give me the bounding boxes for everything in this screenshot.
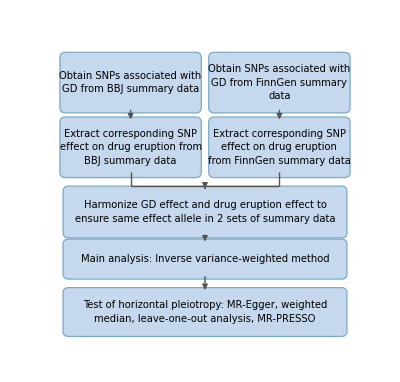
Text: Main analysis: Inverse variance-weighted method: Main analysis: Inverse variance-weighted…	[81, 254, 329, 264]
FancyBboxPatch shape	[63, 288, 347, 337]
Text: Obtain SNPs associated with
GD from FinnGen summary
data: Obtain SNPs associated with GD from Finn…	[208, 65, 350, 101]
FancyBboxPatch shape	[209, 52, 350, 113]
FancyBboxPatch shape	[60, 117, 201, 178]
Text: Obtain SNPs associated with
GD from BBJ summary data: Obtain SNPs associated with GD from BBJ …	[60, 71, 202, 94]
FancyBboxPatch shape	[63, 186, 347, 238]
Text: Harmonize GD effect and drug eruption effect to
ensure same effect allele in 2 s: Harmonize GD effect and drug eruption ef…	[75, 201, 335, 223]
FancyBboxPatch shape	[60, 52, 201, 113]
FancyBboxPatch shape	[209, 117, 350, 178]
Text: Extract corresponding SNP
effect on drug eruption from
BBJ summary data: Extract corresponding SNP effect on drug…	[60, 129, 202, 165]
Text: Test of horizontal pleiotropy: MR-Egger, weighted
median, leave-one-out analysis: Test of horizontal pleiotropy: MR-Egger,…	[83, 300, 327, 324]
FancyBboxPatch shape	[63, 239, 347, 279]
Text: Extract corresponding SNP
effect on drug eruption
from FinnGen summary data: Extract corresponding SNP effect on drug…	[208, 129, 351, 165]
